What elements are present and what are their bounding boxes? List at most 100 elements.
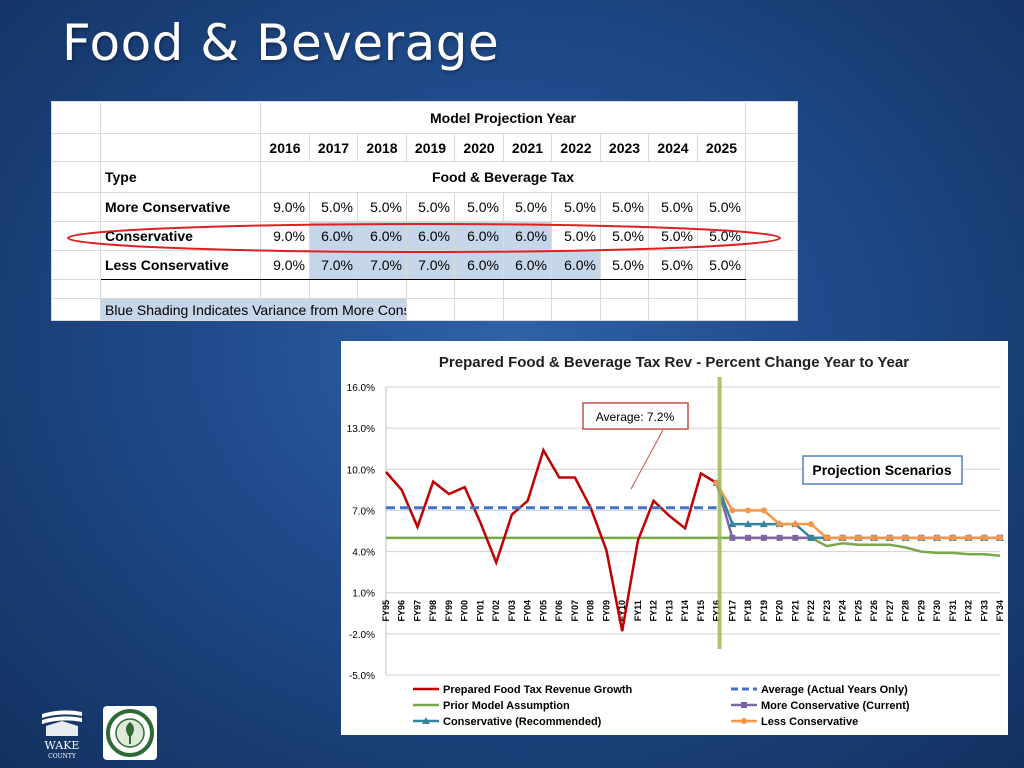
y-tick-label: 10.0% <box>347 465 375 476</box>
x-tick-label: FY32 <box>964 600 974 622</box>
tax-header: Food & Beverage Tax <box>259 161 747 193</box>
data-point <box>807 533 816 541</box>
data-point <box>745 507 752 514</box>
x-tick-label: FY97 <box>412 600 422 622</box>
table-cell: 5.0% <box>696 192 747 222</box>
data-point <box>949 534 956 541</box>
shading-note: Blue Shading Indicates Variance from Mor… <box>100 298 407 321</box>
year-header: 2016 <box>260 133 310 162</box>
data-point <box>886 534 893 541</box>
x-tick-label: FY07 <box>570 600 580 622</box>
x-tick-label: FY14 <box>680 600 690 622</box>
svg-text:COUNTY: COUNTY <box>48 753 77 760</box>
x-tick-label: FY08 <box>586 600 596 622</box>
year-header: 2023 <box>600 133 649 162</box>
x-tick-label: FY26 <box>869 600 879 622</box>
year-header: 2017 <box>309 133 358 162</box>
slide-title: Food & Beverage <box>62 14 500 72</box>
data-point <box>728 520 737 528</box>
table-cell: 5.0% <box>309 192 358 222</box>
legend-marker <box>741 718 747 724</box>
x-tick-label: FY03 <box>507 600 517 622</box>
data-point <box>776 534 783 541</box>
table-cell: 5.0% <box>357 192 407 222</box>
x-tick-label: FY29 <box>916 600 926 622</box>
x-tick-label: FY11 <box>633 600 643 621</box>
data-point <box>792 521 799 528</box>
row-label: Conservative <box>100 221 261 251</box>
x-tick-label: FY02 <box>491 600 501 622</box>
table-cell: 6.0% <box>503 221 552 251</box>
assumptions-table: Model Projection Year 2016 2017 2018 201… <box>51 101 799 321</box>
x-tick-label: FY34 <box>995 600 1005 622</box>
x-tick-label: FY21 <box>790 600 800 622</box>
x-tick-label: FY31 <box>948 600 958 622</box>
wake-county-logo: WAKE COUNTY <box>42 710 82 760</box>
y-tick-label: 1.0% <box>352 589 375 600</box>
table-cell: 5.0% <box>648 250 698 280</box>
year-header: 2025 <box>696 133 747 162</box>
county-seal-logo <box>103 706 157 760</box>
x-tick-label: FY16 <box>712 600 722 622</box>
year-header: 2024 <box>648 133 698 162</box>
x-tick-label: FY09 <box>601 600 611 622</box>
legend-label: Conservative (Recommended) <box>443 716 602 728</box>
table-cell: 6.0% <box>503 250 552 280</box>
table-cell: 5.0% <box>551 192 601 222</box>
x-tick-label: FY19 <box>759 600 769 622</box>
x-tick-label: FY20 <box>775 600 785 622</box>
x-tick-label: FY04 <box>523 600 533 622</box>
table-cell: 5.0% <box>696 221 747 251</box>
legend-marker <box>422 717 430 724</box>
y-tick-label: -5.0% <box>349 671 375 682</box>
table-cell: 5.0% <box>551 221 601 251</box>
data-point <box>871 534 878 541</box>
table-header: Model Projection Year <box>259 101 747 134</box>
x-tick-label: FY98 <box>428 600 438 622</box>
x-tick-label: FY95 <box>381 600 391 622</box>
table-cell: 6.0% <box>454 221 504 251</box>
series-line <box>386 536 1001 557</box>
y-tick-label: 13.0% <box>347 424 375 435</box>
table-cell: 6.0% <box>406 221 455 251</box>
x-tick-label: FY06 <box>554 600 564 622</box>
table-row: More Conservative 9.0% 5.0% 5.0% 5.0% 5.… <box>51 192 799 222</box>
x-tick-label: FY33 <box>979 600 989 622</box>
table-cell: 7.0% <box>357 250 407 280</box>
data-point <box>760 507 767 514</box>
x-tick-label: FY30 <box>932 600 942 622</box>
line-chart: Prepared Food & Beverage Tax Rev - Perce… <box>341 341 1008 735</box>
x-tick-label: FY96 <box>397 600 407 622</box>
data-point <box>729 507 736 514</box>
table-cell: 5.0% <box>648 192 698 222</box>
table-cell: 9.0% <box>260 221 310 251</box>
data-point <box>981 534 988 541</box>
data-point <box>823 534 830 541</box>
table-cell: 6.0% <box>551 250 601 280</box>
y-tick-label: -2.0% <box>349 630 375 641</box>
x-tick-label: FY18 <box>743 600 753 622</box>
legend-label: Less Conservative <box>761 716 858 728</box>
x-tick-label: FY10 <box>617 600 627 622</box>
scenarios-callout: Projection Scenarios <box>812 462 951 478</box>
table-cell: 5.0% <box>600 250 649 280</box>
table-cell: 7.0% <box>309 250 358 280</box>
x-tick-label: FY17 <box>727 600 737 622</box>
table-cell: 5.0% <box>503 192 552 222</box>
data-point <box>934 534 941 541</box>
table-cell: 5.0% <box>406 192 455 222</box>
table-row: Conservative 9.0% 6.0% 6.0% 6.0% 6.0% 6.… <box>51 221 799 251</box>
x-tick-label: FY05 <box>538 600 548 622</box>
data-point <box>902 534 909 541</box>
data-point <box>965 534 972 541</box>
legend-label: Average (Actual Years Only) <box>761 684 908 696</box>
year-header: 2021 <box>503 133 552 162</box>
x-tick-label: FY24 <box>838 600 848 622</box>
spreadsheet-grid: Model Projection Year 2016 2017 2018 201… <box>51 101 799 321</box>
average-callout: Average: 7.2% <box>596 410 675 424</box>
year-header: 2020 <box>454 133 504 162</box>
x-tick-label: FY23 <box>822 600 832 622</box>
row-label: More Conservative <box>100 192 261 222</box>
legend-label: Prepared Food Tax Revenue Growth <box>443 684 633 696</box>
legend-label: More Conservative (Current) <box>761 700 910 712</box>
